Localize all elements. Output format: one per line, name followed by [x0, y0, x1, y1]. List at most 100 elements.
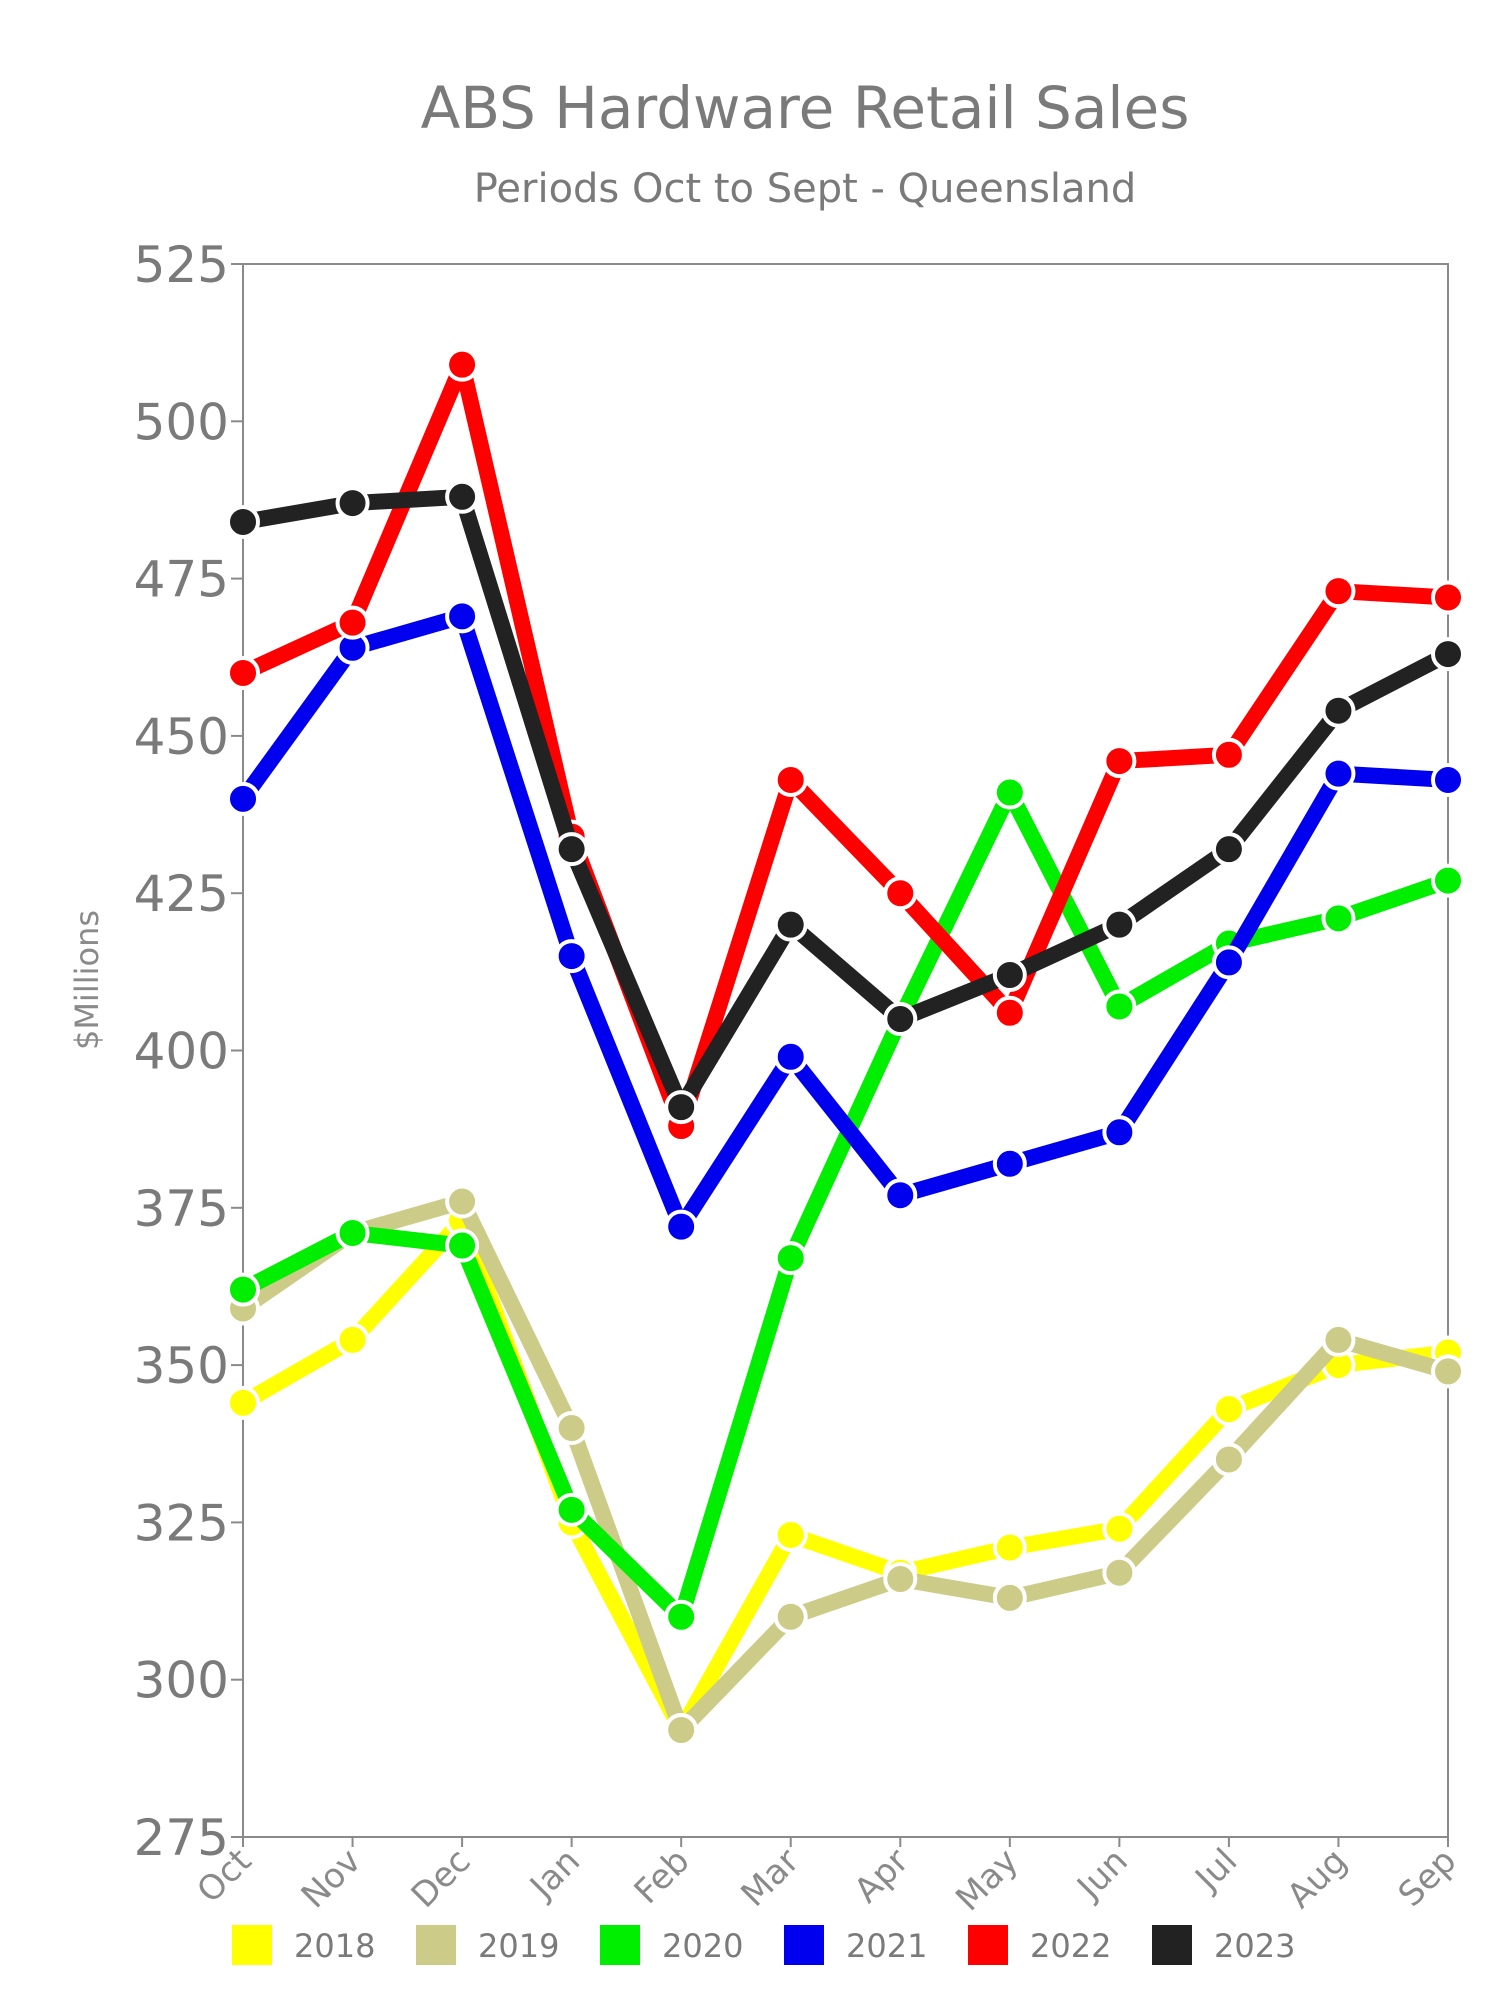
data-point [335, 1215, 370, 1250]
data-point [992, 1146, 1027, 1181]
legend-swatch [968, 1925, 1008, 1965]
data-point [1321, 693, 1356, 728]
chart-title: ABS Hardware Retail Sales [421, 74, 1190, 142]
data-point [1431, 637, 1465, 672]
legend-label: 2023 [1214, 1927, 1295, 1965]
series-2021 [226, 599, 1465, 1244]
data-point [226, 1385, 260, 1420]
data-point [883, 1002, 918, 1037]
series-line [235, 1193, 1456, 1739]
series-2023 [226, 479, 1465, 1125]
series-line [235, 1212, 1456, 1739]
x-tick-label: Dec [404, 1841, 479, 1916]
y-tick-label: 400 [134, 1023, 229, 1081]
data-point [1102, 1511, 1137, 1546]
chart-subtitle: Periods Oct to Sept - Queensland [474, 166, 1137, 212]
data-point [773, 1599, 808, 1634]
y-axis-ticks: 275 300 325 350 375 400 425 450 475 500 525 [134, 236, 243, 1867]
x-tick-label: Apr [847, 1841, 917, 1911]
data-point [445, 599, 480, 634]
legend-label: 2022 [1030, 1927, 1111, 1965]
x-tick-label: Sep [1391, 1841, 1465, 1915]
data-point [554, 832, 589, 867]
data-point [554, 1411, 589, 1446]
data-point [1102, 744, 1137, 779]
data-point [992, 957, 1027, 992]
data-point [664, 1599, 699, 1634]
data-point [226, 655, 260, 690]
x-tick-label: May [948, 1841, 1026, 1919]
x-tick-label: Feb [627, 1841, 698, 1912]
x-tick-label: Jul [1187, 1841, 1246, 1900]
data-point [992, 995, 1027, 1030]
data-point [445, 347, 480, 382]
data-point [883, 876, 918, 911]
legend-label: 2019 [478, 1927, 559, 1965]
data-point [226, 781, 260, 816]
data-point [1211, 832, 1246, 867]
data-point [554, 1492, 589, 1527]
legend-swatch [784, 1925, 824, 1965]
x-axis-ticks: Oct Nov Dec Jan Feb Mar Apr May Jun Jul Aug Sep [190, 1837, 1465, 1919]
data-point [1321, 1322, 1356, 1357]
series-2022 [226, 347, 1465, 1144]
legend-swatch [232, 1925, 272, 1965]
data-point [226, 1272, 260, 1307]
data-point [1431, 580, 1465, 615]
data-point [773, 1039, 808, 1074]
series-2020 [226, 775, 1465, 1634]
data-point [773, 1241, 808, 1276]
series-line [235, 608, 1456, 1235]
data-point [226, 504, 260, 539]
x-tick-label: Nov [294, 1841, 369, 1916]
data-point [1321, 756, 1356, 791]
data-point [1211, 737, 1246, 772]
data-point [1321, 574, 1356, 609]
data-point [335, 486, 370, 521]
y-tick-label: 325 [134, 1494, 229, 1552]
data-point [773, 762, 808, 797]
series-2018 [226, 1203, 1465, 1748]
data-point [664, 1713, 699, 1748]
data-point [1102, 989, 1137, 1024]
y-axis-label: $Millions [68, 910, 106, 1050]
data-point [992, 1530, 1027, 1565]
y-tick-label: 525 [134, 236, 229, 294]
y-tick-label: 275 [134, 1809, 229, 1867]
data-point [1431, 762, 1465, 797]
data-point [883, 1562, 918, 1597]
data-point [992, 1580, 1027, 1615]
data-point [773, 907, 808, 942]
data-point [883, 1178, 918, 1213]
y-tick-label: 475 [134, 551, 229, 609]
data-point [992, 775, 1027, 810]
y-tick-label: 350 [134, 1337, 229, 1395]
series-lines [226, 347, 1465, 1748]
series-line [235, 488, 1456, 1116]
x-tick-label: Jan [521, 1841, 588, 1908]
data-point [664, 1209, 699, 1244]
data-point [335, 1322, 370, 1357]
y-tick-label: 450 [134, 708, 229, 766]
legend-swatch [416, 1925, 456, 1965]
data-point [335, 605, 370, 640]
y-tick-label: 500 [134, 393, 229, 451]
data-point [445, 479, 480, 514]
data-point [554, 939, 589, 974]
x-tick-label: Jun [1068, 1841, 1135, 1908]
data-point [445, 1184, 480, 1219]
legend: 2018 2019 2020 2021 2022 2023 [232, 1925, 1295, 1965]
legend-swatch [1152, 1925, 1192, 1965]
data-point [1321, 901, 1356, 936]
data-point [664, 1090, 699, 1125]
data-point [1102, 1115, 1137, 1150]
legend-label: 2018 [294, 1927, 375, 1965]
series-2019 [226, 1184, 1465, 1748]
legend-swatch [600, 1925, 640, 1965]
x-tick-label: Mar [733, 1841, 807, 1915]
legend-label: 2020 [662, 1927, 743, 1965]
data-point [1102, 907, 1137, 942]
data-point [1211, 945, 1246, 980]
data-point [773, 1517, 808, 1552]
y-tick-label: 375 [134, 1180, 229, 1238]
